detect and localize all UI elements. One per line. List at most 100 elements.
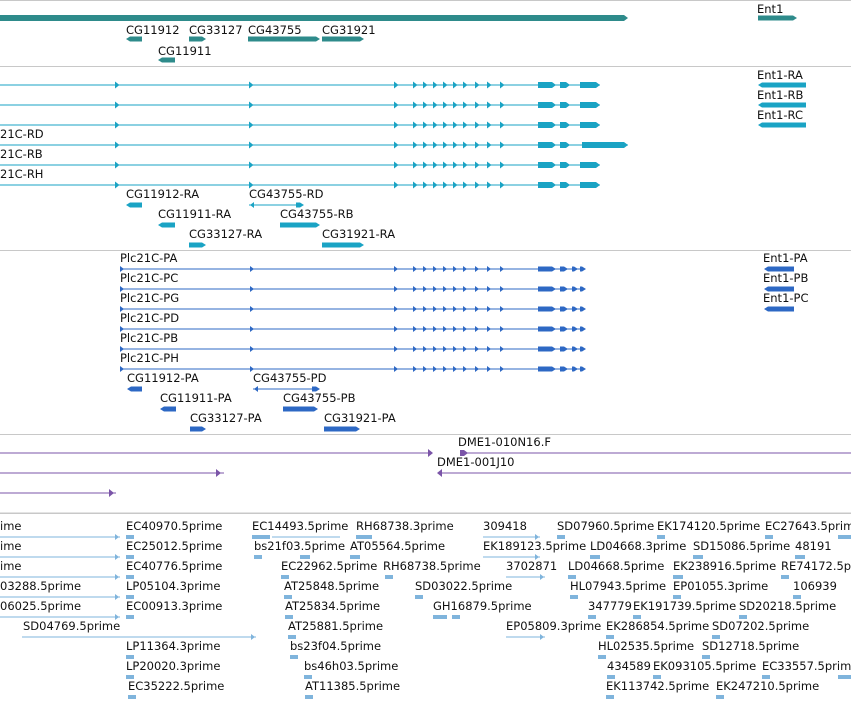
est-block[interactable] (598, 655, 606, 659)
transcript-exon[interactable] (433, 101, 438, 109)
clone-end[interactable] (216, 469, 221, 477)
est-label[interactable]: LD04668.3prime (590, 539, 687, 553)
protein-label[interactable]: CG43755-PD (253, 371, 327, 385)
est-block[interactable] (590, 555, 600, 559)
protein-exon[interactable] (433, 286, 437, 292)
est-block[interactable] (765, 535, 773, 539)
est-block[interactable] (252, 535, 270, 539)
protein-label[interactable]: CG11912-PA (127, 371, 199, 385)
est-end[interactable] (115, 594, 119, 600)
transcript-exon[interactable] (433, 121, 438, 129)
protein-exon[interactable] (413, 346, 417, 352)
protein-exon[interactable] (433, 346, 437, 352)
protein-exon[interactable] (572, 306, 578, 312)
transcript-exon[interactable] (580, 182, 600, 188)
protein-exon[interactable] (560, 266, 568, 272)
protein-exon[interactable] (463, 266, 467, 272)
protein-exon[interactable] (572, 346, 578, 352)
est-label[interactable]: EK238916.5prime (673, 559, 777, 573)
transcript-exon[interactable] (423, 101, 428, 109)
transcript-exon[interactable] (413, 121, 418, 129)
transcript-label[interactable]: Ent1-RA (757, 68, 803, 82)
est-end[interactable] (540, 634, 544, 640)
protein-exon[interactable] (453, 326, 457, 332)
protein-exon[interactable] (443, 366, 447, 372)
protein-exon[interactable] (453, 286, 457, 292)
clone-label[interactable]: DME1-010N16.F (458, 435, 551, 449)
transcript-exon[interactable] (560, 182, 570, 188)
est-label[interactable]: 3702871 (506, 559, 558, 573)
est-end[interactable] (115, 554, 119, 560)
protein-exon[interactable] (475, 326, 479, 332)
est-block[interactable] (290, 655, 298, 659)
est-label[interactable]: EC25012.5prime (126, 539, 223, 553)
protein-exon[interactable] (580, 366, 586, 372)
transcript-exon[interactable] (580, 102, 600, 108)
protein-label[interactable]: CG31921-PA (324, 411, 396, 425)
est-label[interactable]: ime (0, 559, 22, 573)
est-block[interactable] (126, 655, 134, 659)
protein-label[interactable]: Plc21C-PD (120, 311, 180, 325)
protein-exon[interactable] (443, 306, 447, 312)
est-label[interactable]: EK093105.5prime (653, 659, 757, 673)
est-end[interactable] (540, 574, 544, 580)
transcript-exon[interactable] (538, 122, 556, 128)
transcript-exon[interactable] (475, 81, 480, 89)
protein-exon[interactable] (764, 286, 794, 292)
est-label[interactable]: EC00913.3prime (126, 599, 223, 613)
est-block[interactable] (673, 595, 681, 599)
protein-exon[interactable] (572, 366, 578, 372)
est-block[interactable] (385, 575, 393, 579)
protein-exon[interactable] (324, 426, 360, 432)
transcript-exon[interactable] (433, 161, 438, 169)
est-label[interactable]: RE74172.5prime (781, 559, 851, 573)
protein-exon[interactable] (120, 326, 124, 332)
protein-exon[interactable] (312, 386, 320, 392)
est-label[interactable]: EC33557.5prime (762, 659, 851, 673)
protein-exon[interactable] (120, 286, 124, 292)
transcript-exon[interactable] (280, 222, 320, 228)
protein-exon[interactable] (463, 326, 467, 332)
est-end[interactable] (115, 614, 119, 620)
est-label[interactable]: bs21f03.5prime (254, 539, 346, 553)
est-block[interactable] (415, 595, 423, 599)
transcript-exon[interactable] (394, 121, 399, 129)
protein-exon[interactable] (538, 306, 556, 312)
est-label[interactable]: AT11385.5prime (305, 679, 401, 693)
protein-exon[interactable] (120, 306, 124, 312)
protein-exon[interactable] (423, 346, 427, 352)
protein-exon[interactable] (475, 286, 479, 292)
protein-exon[interactable] (394, 286, 398, 292)
clone-end[interactable] (460, 450, 468, 456)
est-block[interactable] (126, 595, 134, 599)
protein-label[interactable]: Ent1-PA (763, 251, 808, 265)
transcript-exon[interactable] (538, 82, 556, 88)
protein-exon[interactable] (487, 366, 491, 372)
est-label[interactable]: HL02535.5prime (598, 639, 695, 653)
transcript-exon[interactable] (453, 81, 458, 89)
est-label[interactable]: EC27643.5prime (765, 519, 851, 533)
est-block[interactable] (716, 695, 724, 699)
protein-label[interactable]: Plc21C-PC (120, 271, 179, 285)
est-block[interactable] (793, 595, 801, 599)
transcript-exon[interactable] (453, 101, 458, 109)
transcript-exon[interactable] (249, 81, 254, 89)
transcript-exon[interactable] (475, 121, 480, 129)
protein-exon[interactable] (475, 346, 479, 352)
est-label[interactable]: SD04769.5prime (23, 619, 121, 633)
est-block[interactable] (762, 675, 770, 679)
protein-exon[interactable] (463, 286, 467, 292)
transcript-exon[interactable] (487, 121, 492, 129)
clone-end[interactable] (437, 469, 442, 477)
est-block[interactable] (356, 535, 372, 539)
gene-label[interactable]: Ent1 (757, 2, 784, 16)
protein-exon[interactable] (443, 346, 447, 352)
transcript-exon[interactable] (394, 161, 399, 169)
transcript-exon[interactable] (296, 202, 304, 208)
est-label[interactable]: EK189123.5prime (483, 539, 587, 553)
transcript-label[interactable]: 21C-RH (0, 167, 44, 181)
est-label[interactable]: SD07960.5prime (557, 519, 655, 533)
protein-exon[interactable] (413, 266, 417, 272)
transcript-exon[interactable] (250, 202, 254, 208)
protein-exon[interactable] (764, 306, 794, 312)
